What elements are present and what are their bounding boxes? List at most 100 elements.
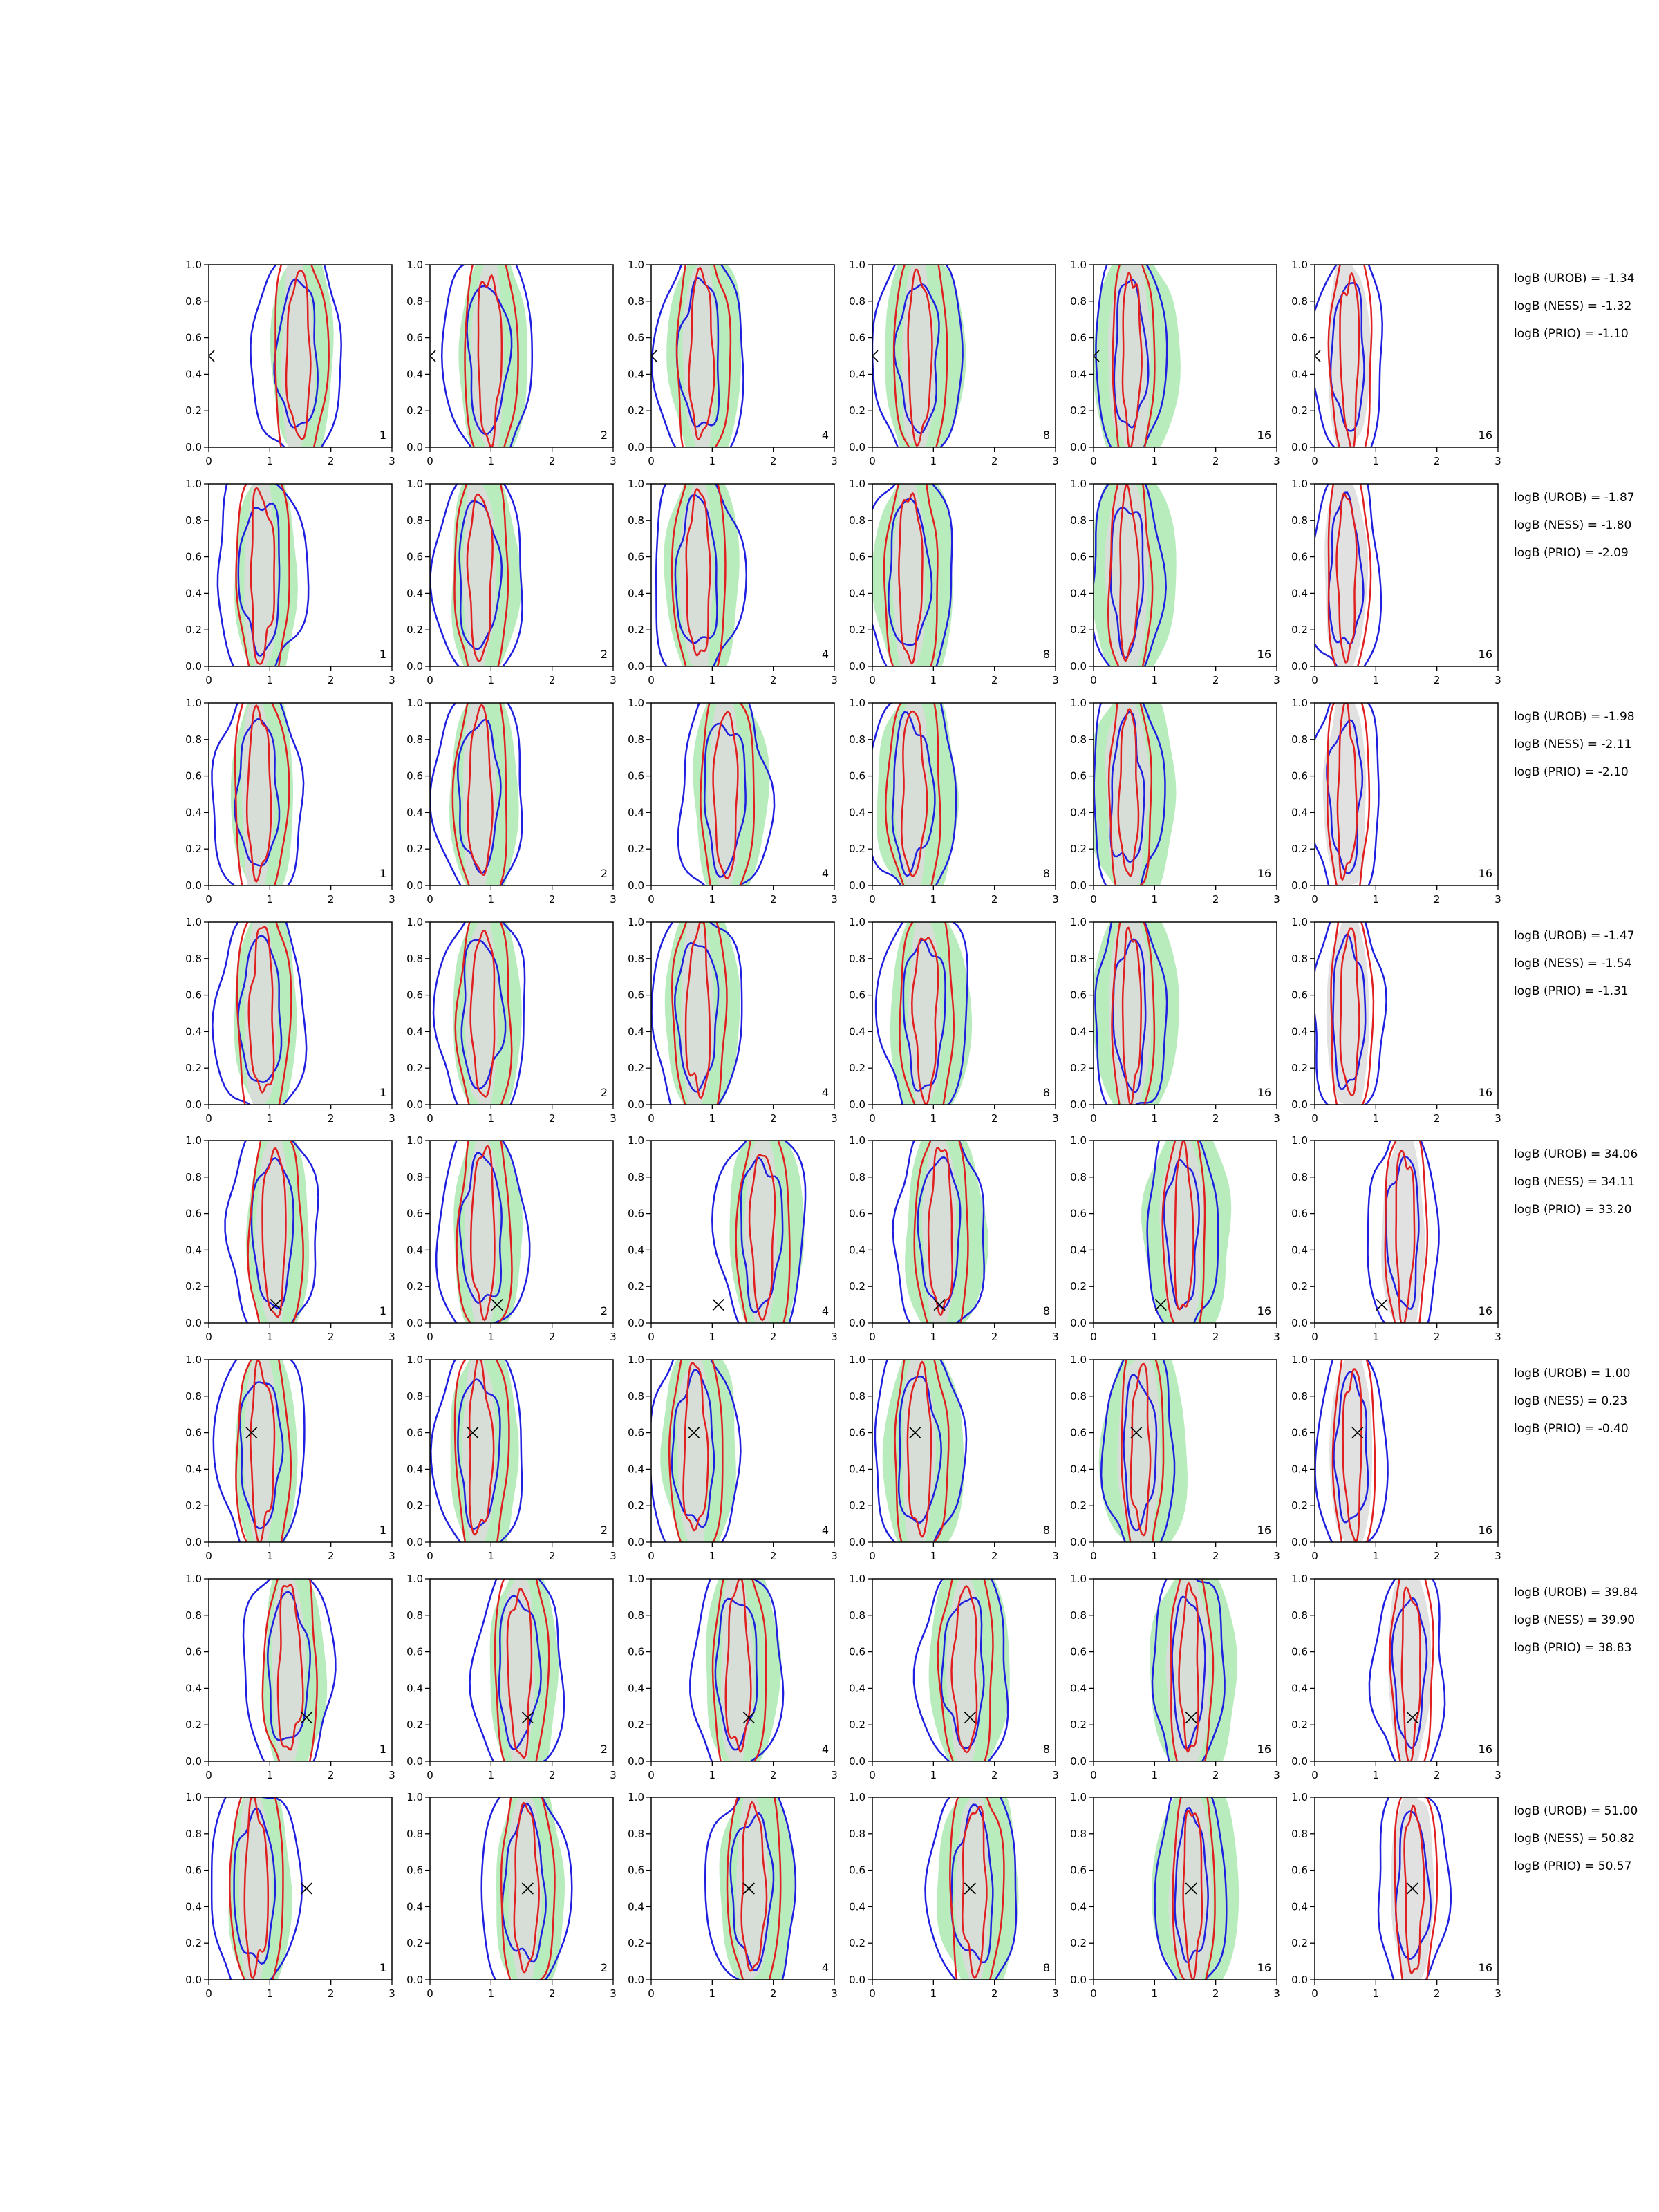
- logb-annotation: logB (PRIO) = -2.09: [1514, 546, 1629, 560]
- x-tick-label: 0: [869, 893, 876, 906]
- row-1: 0 1 2 30.00.20.40.60.81.010 1 2 30.00.20.40.60…: [185, 259, 1634, 467]
- axes-frame: [872, 1359, 1056, 1543]
- red-contour-outer: [235, 484, 290, 666]
- panel-number-label: 8: [1043, 1743, 1050, 1756]
- red-contour-outer: [451, 703, 508, 885]
- blue-contour-inner: [729, 1812, 775, 1971]
- y-tick-label: 0.2: [406, 1062, 423, 1074]
- true-param-marker: [742, 1882, 755, 1895]
- x-tick-label: 2: [1212, 674, 1219, 686]
- panel-number-label: 16: [1479, 1524, 1492, 1537]
- red-contour-inner: [1339, 272, 1360, 447]
- y-tick-label: 0.8: [628, 733, 644, 746]
- panel-r3-c5: 0 1 2 3 0.0 0.2 0.4 0.6 0.8 1.0 16: [1070, 697, 1280, 906]
- panel-r5-c2: 0 1 2 3 0.0 0.2 0.4 0.6 0.8 1.0 2: [406, 1134, 617, 1343]
- blue-contour-outer: [912, 1579, 1009, 1761]
- red-contour-inner: [1121, 272, 1143, 447]
- x-tick-label: 2: [328, 1769, 335, 1781]
- true-param-marker: [1154, 1299, 1167, 1311]
- axes-frame: [1314, 264, 1499, 448]
- blue-contour-outer: [1377, 1797, 1452, 1980]
- panel-r1-c3: 0 1 2 3 0.0 0.2 0.4 0.6 0.8 1.0 4: [628, 259, 838, 467]
- x-tick-label: 2: [549, 674, 556, 686]
- x-tick-label: 3: [1052, 674, 1059, 686]
- y-tick-label: 0.2: [628, 1499, 644, 1512]
- x-tick-label: 3: [388, 1769, 395, 1781]
- x-tick-label: 0: [1090, 1550, 1097, 1562]
- red-contour-outer: [668, 1360, 724, 1542]
- x-tick-label: 1: [930, 455, 937, 467]
- panel-contours: [874, 922, 973, 1105]
- panel-r7-c4: 0 1 2 3 0.0 0.2 0.4 0.6 0.8 1.0 8: [849, 1573, 1059, 1781]
- panel-contours: [432, 922, 526, 1105]
- y-tick-label: 0.0: [406, 1536, 423, 1548]
- y-tick-label: 0.0: [628, 660, 644, 673]
- x-tick-label: 3: [1273, 674, 1280, 686]
- y-tick-label: 0.4: [849, 1682, 865, 1694]
- y-tick-label: 0.8: [1291, 1609, 1308, 1622]
- x-tick-label: 2: [1212, 1987, 1219, 2000]
- panel-number-label: 16: [1479, 429, 1492, 442]
- red-contour-outer: [1327, 703, 1371, 885]
- y-tick-label: 0.0: [1291, 1536, 1308, 1548]
- x-tick-label: 0: [1090, 1112, 1097, 1125]
- panel-number-label: 16: [1479, 1743, 1492, 1756]
- red-contour-outer: [949, 1797, 1005, 1980]
- axes-frame: [1093, 921, 1277, 1105]
- y-tick-label: 0.0: [1070, 441, 1087, 453]
- y-tick-label: 0.2: [628, 1062, 644, 1074]
- y-tick-label: 1.0: [849, 1573, 865, 1585]
- true-param-marker: [300, 1712, 312, 1724]
- x-tick-label: 3: [610, 1550, 617, 1562]
- y-tick-label: 0.6: [1291, 332, 1308, 344]
- panel-contours: [711, 1141, 807, 1323]
- y-tick-label: 0.2: [849, 1280, 865, 1293]
- panel-r6-c4: 0 1 2 3 0.0 0.2 0.4 0.6 0.8 1.0 8: [849, 1353, 1059, 1562]
- y-tick-label: 0.0: [1291, 1755, 1308, 1768]
- gray-region: [743, 1141, 778, 1323]
- x-tick-label: 0: [427, 1550, 433, 1562]
- x-tick-label: 3: [831, 455, 838, 467]
- y-tick-label: 0.4: [849, 1900, 865, 1913]
- logb-annotation: logB (UROB) = 1.00: [1514, 1367, 1630, 1380]
- axes-frame: [429, 1140, 614, 1324]
- x-tick-label: 3: [1273, 1112, 1280, 1125]
- panel-contours: [1094, 484, 1177, 666]
- y-tick-label: 1.0: [185, 259, 202, 271]
- x-tick-label: 2: [328, 1331, 335, 1343]
- y-tick-label: 0.4: [628, 1900, 644, 1913]
- panel-number-label: 4: [822, 1086, 829, 1099]
- true-param-marker: [651, 350, 657, 362]
- x-tick-label: 0: [648, 1112, 655, 1125]
- x-tick-label: 2: [549, 1987, 556, 2000]
- y-tick-label: 0.6: [628, 770, 644, 782]
- panel-contours: [872, 265, 966, 447]
- x-tick-label: 2: [770, 455, 777, 467]
- red-contour-outer: [1384, 1141, 1429, 1323]
- axes-frame: [429, 1578, 614, 1762]
- y-tick-label: 0.4: [628, 587, 644, 599]
- y-tick-label: 0.0: [849, 1098, 865, 1111]
- y-tick-label: 0.6: [406, 1427, 423, 1439]
- y-tick-label: 0.0: [1291, 1974, 1308, 1986]
- x-tick-label: 0: [869, 1987, 876, 2000]
- x-tick-label: 2: [1434, 455, 1441, 467]
- y-tick-label: 1.0: [185, 1134, 202, 1147]
- y-tick-label: 0.4: [185, 1463, 202, 1475]
- x-tick-label: 2: [1212, 1769, 1219, 1781]
- red-contour-outer: [892, 265, 948, 447]
- y-tick-label: 0.6: [849, 989, 865, 1002]
- panel-contours: [651, 1360, 742, 1542]
- y-tick-label: 1.0: [628, 697, 644, 709]
- x-tick-label: 2: [991, 455, 998, 467]
- logb-annotation: logB (NESS) = -1.54: [1514, 957, 1631, 971]
- y-tick-label: 1.0: [1070, 1573, 1087, 1585]
- y-tick-label: 0.8: [1070, 953, 1087, 965]
- x-tick-label: 3: [831, 893, 838, 906]
- panel-contours: [1094, 265, 1181, 447]
- panel-contours: [704, 1797, 797, 1980]
- blue-contour-outer: [250, 265, 342, 447]
- panel-contours: [892, 1141, 988, 1323]
- x-tick-label: 0: [1090, 1331, 1097, 1343]
- blue-contour-outer: [469, 1579, 565, 1761]
